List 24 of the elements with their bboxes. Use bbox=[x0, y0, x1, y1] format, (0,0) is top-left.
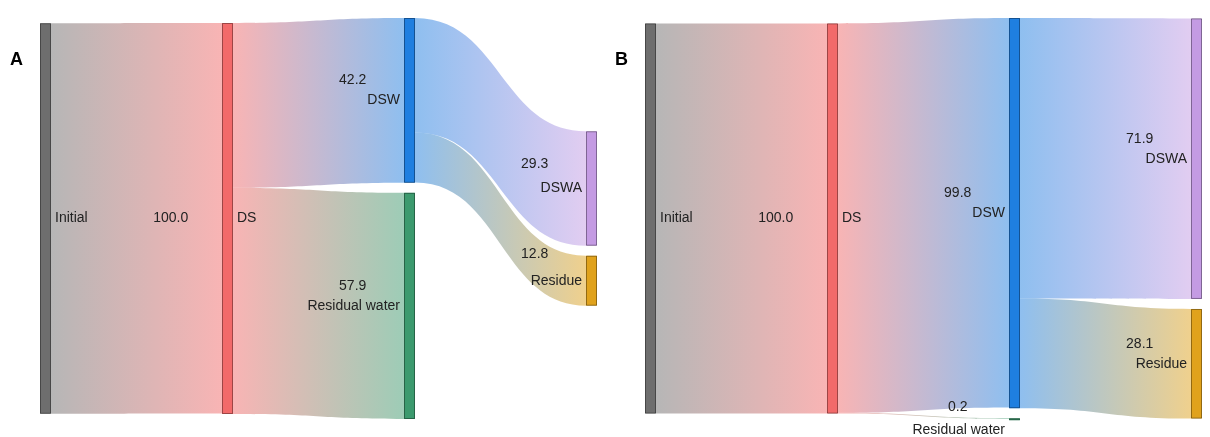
category-label: Residue bbox=[530, 271, 583, 288]
data-label: 28.1 bbox=[1126, 334, 1154, 351]
category-label: DS bbox=[237, 209, 257, 226]
category-label: DS bbox=[842, 209, 862, 226]
data-label: 100.0 bbox=[153, 209, 189, 226]
data-label: 12.8 bbox=[521, 244, 549, 261]
category-label: Initial bbox=[660, 209, 693, 226]
data-label: 42.2 bbox=[339, 71, 367, 88]
category-label: DSW bbox=[367, 91, 401, 108]
data-label: 99.8 bbox=[944, 183, 972, 200]
data-label: 71.9 bbox=[1126, 129, 1154, 146]
data-label: 100.0 bbox=[758, 209, 794, 226]
data-label: 0.2 bbox=[947, 398, 968, 415]
category-label: DSWA bbox=[540, 179, 583, 196]
data-label: 29.3 bbox=[521, 154, 549, 171]
category-label: Initial bbox=[55, 209, 88, 226]
text: A bbox=[10, 48, 23, 69]
category-label: Residue bbox=[1135, 354, 1188, 371]
category-label: DSW bbox=[972, 203, 1006, 220]
category-label: Residual water bbox=[307, 296, 401, 313]
category-label: Residual water bbox=[912, 421, 1006, 437]
text: B bbox=[615, 48, 628, 69]
data-label: 57.9 bbox=[339, 276, 367, 293]
category-label: DSWA bbox=[1145, 149, 1188, 166]
